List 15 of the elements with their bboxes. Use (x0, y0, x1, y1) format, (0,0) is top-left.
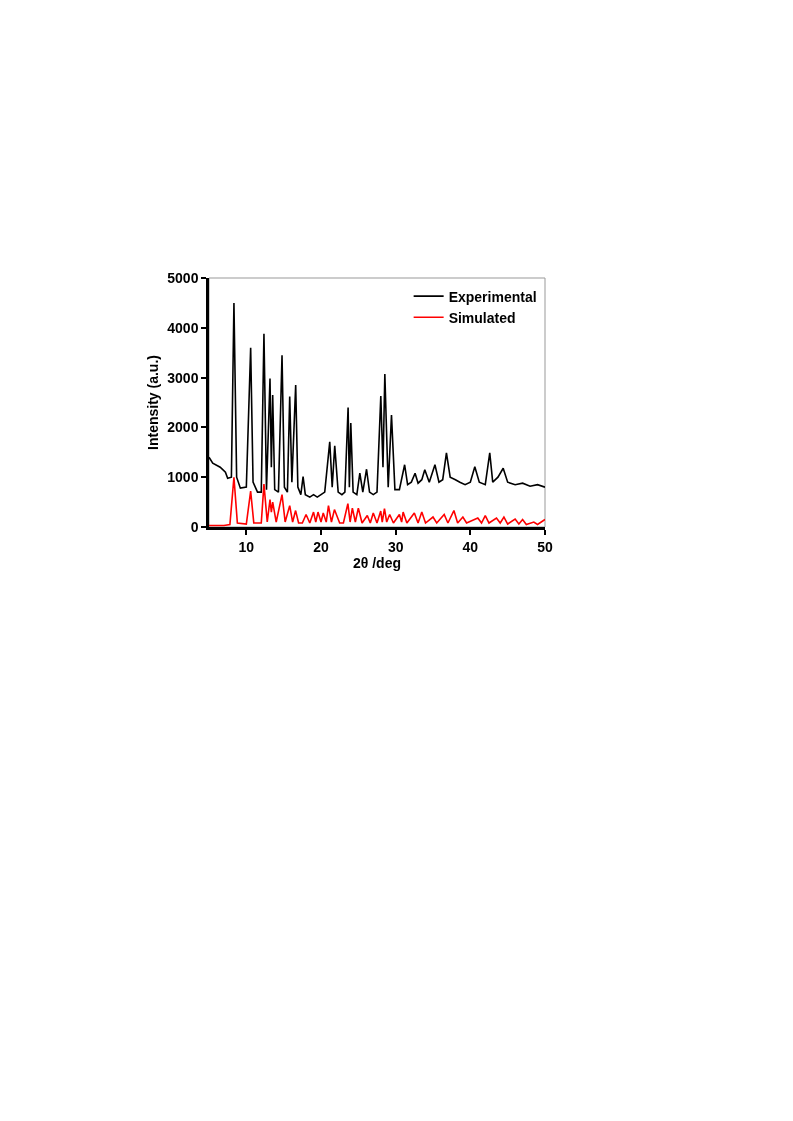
x-tick-label: 10 (238, 538, 255, 555)
y-tick-label: 3000 (167, 369, 199, 386)
legend-label: Simulated (448, 309, 516, 326)
y-tick-label: 0 (190, 518, 199, 535)
legend-label: Experimental (448, 288, 537, 305)
x-tick-label: 50 (537, 538, 553, 555)
x-tick-label: 40 (462, 538, 479, 555)
x-axis-title: 2θ /deg (352, 554, 402, 571)
y-tick-label: 1000 (167, 469, 199, 486)
x-tick-label: 30 (387, 538, 404, 555)
y-axis-title: Intensity (a.u.) (144, 355, 161, 450)
y-tick-label: 5000 (167, 269, 199, 286)
x-tick-label: 20 (313, 538, 329, 555)
y-tick-label: 4000 (167, 319, 199, 336)
y-tick-label: 2000 (167, 419, 199, 436)
